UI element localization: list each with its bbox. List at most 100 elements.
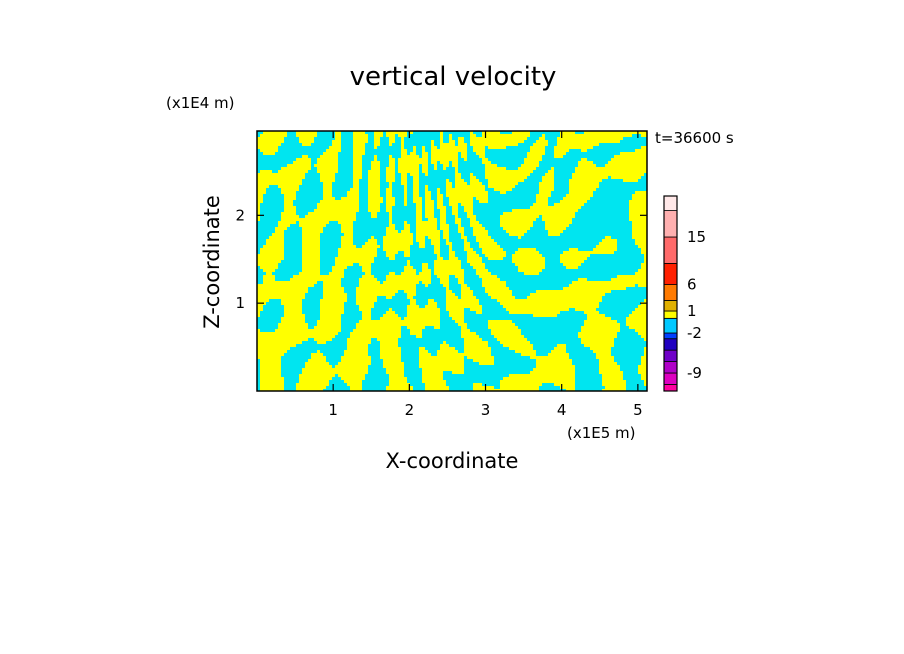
field-cell <box>383 239 413 242</box>
field-cell <box>317 167 338 170</box>
field-cell <box>281 260 302 263</box>
y-axis-label: Z-coordinate <box>200 195 224 329</box>
field-cell <box>257 251 260 254</box>
field-cell <box>296 383 329 386</box>
field-cell <box>620 326 629 329</box>
field-cell <box>473 200 479 203</box>
field-cell <box>449 140 455 143</box>
field-cell <box>329 383 347 386</box>
field-cell <box>353 167 362 170</box>
field-cell <box>446 215 455 218</box>
field-cell <box>407 305 419 308</box>
field-cell <box>527 176 542 179</box>
field-cell <box>380 206 386 209</box>
field-cell <box>434 245 440 248</box>
field-cell <box>368 347 380 350</box>
field-cell <box>440 188 446 191</box>
field-cell <box>596 353 611 356</box>
field-cell <box>599 365 620 368</box>
field-cell <box>464 269 476 272</box>
field-cell <box>341 224 353 227</box>
field-cell <box>614 341 647 344</box>
field-cell <box>437 197 443 200</box>
field-cell <box>359 308 371 311</box>
field-cell <box>479 335 494 338</box>
field-cell <box>482 311 509 314</box>
field-cell <box>272 233 284 236</box>
field-cell <box>476 296 491 299</box>
field-cell <box>536 167 551 170</box>
field-cell <box>503 248 518 251</box>
field-cell <box>554 167 575 170</box>
field-cell <box>542 215 575 218</box>
field-cell <box>401 173 407 176</box>
field-cell <box>284 140 299 143</box>
field-cell <box>440 233 443 236</box>
field-cell <box>407 308 440 311</box>
field-cell <box>407 326 425 329</box>
field-cell <box>296 158 311 161</box>
colorbar-label: 6 <box>687 276 697 294</box>
field-cell <box>554 149 569 152</box>
field-cell <box>380 356 401 359</box>
field-cell <box>257 263 278 266</box>
field-cell <box>437 275 449 278</box>
field-cell <box>458 281 464 284</box>
field-cell <box>461 329 470 332</box>
field-cell <box>599 143 647 146</box>
field-cell <box>446 206 452 209</box>
field-cell <box>422 200 425 203</box>
field-cell <box>371 269 404 272</box>
field-cell <box>533 347 554 350</box>
field-cell <box>299 140 314 143</box>
field-cell <box>479 299 497 302</box>
field-cell <box>338 374 365 377</box>
field-cell <box>329 146 341 149</box>
field-cell <box>449 134 452 137</box>
field-cell <box>434 203 437 206</box>
field-cell <box>434 260 461 263</box>
field-cell <box>452 371 464 374</box>
field-cell <box>257 380 260 383</box>
colorbar-segment <box>663 195 678 211</box>
field-cell <box>341 131 353 134</box>
field-cell <box>602 299 644 302</box>
field-cell <box>257 152 263 155</box>
field-cell <box>389 383 410 386</box>
field-cell <box>581 341 614 344</box>
field-cell <box>626 320 647 323</box>
field-cell <box>263 281 317 284</box>
field-cell <box>398 251 404 254</box>
field-cell <box>494 386 500 389</box>
field-cell <box>389 218 392 221</box>
field-cell <box>530 341 581 344</box>
field-cell <box>374 137 380 140</box>
field-cell <box>449 314 464 317</box>
field-cell <box>596 188 647 191</box>
field-cell <box>635 191 647 194</box>
field-cell <box>338 332 350 335</box>
field-cell <box>512 293 530 296</box>
field-cell <box>635 284 638 287</box>
field-cell <box>620 368 638 371</box>
field-cell <box>557 137 623 140</box>
field-cell <box>380 317 401 320</box>
field-cell <box>284 245 302 248</box>
field-cell <box>398 338 464 341</box>
field-cell <box>575 368 599 371</box>
field-cell <box>425 146 431 149</box>
field-cell <box>539 161 578 164</box>
field-cell <box>464 311 476 314</box>
field-cell <box>437 200 443 203</box>
field-cell <box>401 356 419 359</box>
field-cell <box>440 143 455 146</box>
field-cell <box>533 314 557 317</box>
x-tick-label: 1 <box>328 401 338 419</box>
field-cell <box>275 329 341 332</box>
field-cell <box>473 203 533 206</box>
field-cell <box>440 323 458 326</box>
field-cell <box>623 179 638 182</box>
field-cell <box>614 344 647 347</box>
field-cell <box>542 158 581 161</box>
field-cell <box>551 194 566 197</box>
